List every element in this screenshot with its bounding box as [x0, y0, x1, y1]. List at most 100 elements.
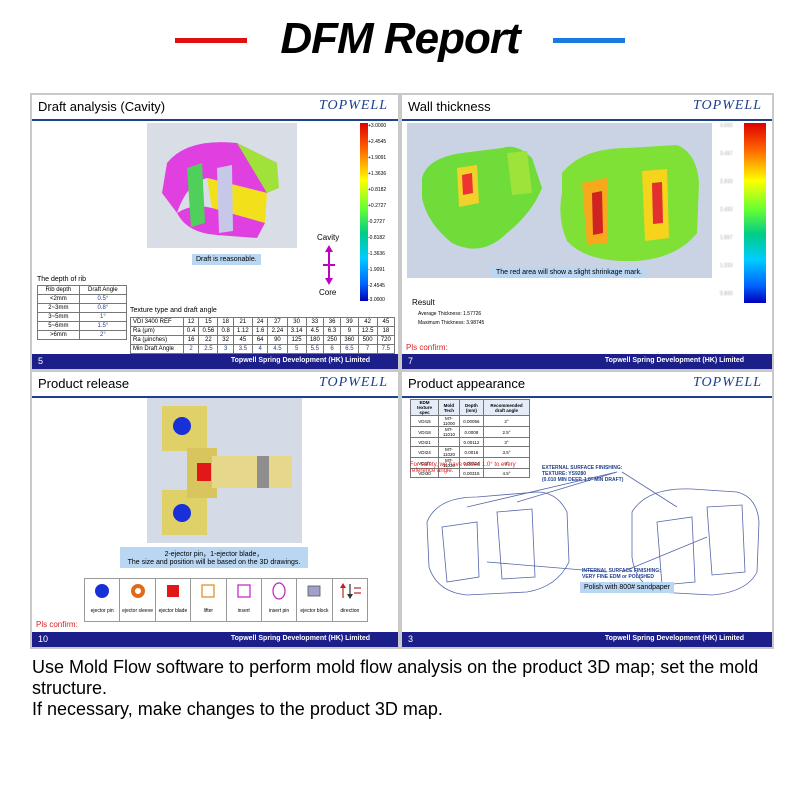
table-cell: 15 — [198, 317, 219, 327]
table-cell: 18 — [217, 317, 234, 327]
table-cell: 500 — [357, 335, 378, 345]
brand-logo: TOPWELL — [319, 375, 388, 390]
maximum-thickness: Maximum Thickness: 3.98745 — [418, 320, 485, 326]
description-line: Use Mold Flow software to perform mold f… — [32, 657, 759, 698]
draft-analysis-model-image — [147, 123, 297, 248]
table-cell: 0.4 — [182, 326, 200, 336]
blue-accent-bar — [553, 38, 625, 43]
legend-insert: insert — [227, 579, 262, 621]
thickness-color-scale — [744, 123, 766, 303]
table-cell: 3° — [483, 437, 530, 447]
table-cell: 2.5 — [198, 344, 219, 354]
table-cell: MT-11000 — [438, 415, 460, 427]
scale-value: 2.933 — [720, 179, 733, 185]
table-row: VDI24 MT-11020 0.0016 3.5° — [409, 446, 530, 458]
slide-header: Product release TOPWELL — [32, 372, 398, 398]
table-row: VDI 3400 REF 12 15 18 21 24 27 30 33 36 39 42 45 — [130, 317, 396, 327]
ejector-pin-icon — [95, 584, 110, 598]
table-cell: 64 — [251, 335, 269, 345]
table-header: Recommended draft angle — [483, 399, 530, 416]
table-cell: 9 — [340, 326, 359, 336]
edm-texture-table: EDM texture spec Mold Tech Depth (mm) Recom… — [409, 399, 530, 478]
table-cell: 360 — [340, 335, 359, 345]
slide-product-release: Product release TOPWELL 2-ejector pin，1-… — [32, 372, 398, 647]
ejector-sleeve-icon — [130, 584, 145, 598]
table-cell: 2.5° — [483, 426, 530, 438]
scale-value: +3.0000 — [368, 123, 387, 129]
finish-text: INTERNAL SURFACE FINISHING: — [582, 568, 661, 574]
table-cell: 0.00315 — [458, 468, 485, 478]
slide-number: 3 — [408, 634, 414, 644]
slide-footer: 3 Topwell Spring Development (HK) Limite… — [402, 632, 772, 647]
table-cell: VDI24 — [409, 446, 440, 458]
table-cell: 1° — [78, 312, 128, 322]
slide-header: Product appearance TOPWELL — [402, 372, 772, 398]
table-cell: 4.5 — [267, 344, 288, 354]
table-cell: 1.12 — [232, 326, 253, 336]
table-cell: 125 — [286, 335, 307, 345]
table-cell: >6mm — [37, 330, 80, 340]
table-cell: <2mm — [37, 294, 80, 304]
finish-text: EXTERNAL SURFACE FINISHING: — [542, 465, 623, 471]
legend-label: ejector blade — [158, 608, 188, 614]
company-name: Topwell Spring Development (HK) Limited — [604, 635, 744, 642]
table-cell: 2° — [78, 330, 128, 340]
brand-logo: TOPWELL — [319, 98, 388, 113]
table-cell: 24 — [251, 317, 269, 327]
slide-footer: 10 Topwell Spring Development (HK) Limit… — [32, 632, 398, 647]
slide-header: Wall thickness TOPWELL — [402, 95, 772, 121]
table-cell: VDI15 — [409, 415, 440, 427]
slide-number: 7 — [408, 356, 414, 366]
table-cell: Ra (μm) — [130, 326, 184, 336]
legend-ejector-block: ejector block — [297, 579, 333, 621]
table-cell: 3.5° — [483, 446, 530, 458]
table-cell: 1.6 — [251, 326, 269, 336]
table-cell: 45 — [232, 335, 253, 345]
direction-arrows-icon — [339, 583, 361, 599]
table-cell: 250 — [322, 335, 342, 345]
ejector-blade-icon — [166, 585, 179, 597]
legend-direction: direction — [333, 579, 367, 621]
table-cell: 3 — [217, 344, 234, 354]
scale-value: 2.400 — [720, 207, 733, 213]
table-cell: 18 — [376, 326, 396, 336]
scale-value: +2.4545 — [368, 139, 387, 145]
table-cell: 33 — [305, 317, 324, 327]
lifter-icon — [201, 584, 215, 598]
table-cell: 4.5 — [305, 326, 324, 336]
table-cell: 16 — [182, 335, 200, 345]
table-header: EDM texture spec — [409, 399, 440, 416]
slide-title: Product release — [38, 376, 130, 391]
scale-value: +1.9091 — [368, 155, 387, 161]
table-cell: 0.5° — [78, 294, 128, 304]
scale-value: 4.000 — [720, 123, 733, 129]
ejector-note-line: 2-ejector pin，1-ejector blade， — [164, 551, 264, 558]
table-cell: 21 — [232, 317, 253, 327]
table-row: Min Draft Angle 2 2.5 3 3.5 4 4.5 5 5.5 6 6.5 7 7.5 — [130, 344, 396, 354]
table-cell: VDI18 — [409, 426, 440, 438]
legend-insert-pin: insert pin — [262, 579, 298, 621]
scale-value: -1.9091 — [368, 267, 385, 273]
table-cell: 5.5 — [305, 344, 324, 354]
legend-ejector-blade: ejector blade — [156, 579, 192, 621]
ejector-legend: ejector pin ejector sleeve ejector blade… — [84, 578, 368, 622]
core-label: Core — [319, 288, 337, 297]
table-cell: 6.5 — [340, 344, 359, 354]
scale-value: 3.467 — [720, 151, 733, 157]
table-cell: 4 — [251, 344, 269, 354]
slide-number: 10 — [38, 634, 49, 644]
table-row: Ra (μm) 0.4 0.56 0.8 1.12 1.6 2.24 3.14 4.5 6.3 9 1… — [130, 326, 396, 336]
table-cell: 0.8° — [78, 303, 128, 313]
table-row: VDI21 0.00112 3° — [409, 437, 530, 447]
company-name: Topwell Spring Development (HK) Limited — [604, 357, 744, 364]
table-cell: 720 — [376, 335, 396, 345]
draft-scale-labels: +3.0000 +2.4545 +1.9091 +1.3636 +0.8182 … — [368, 123, 398, 303]
table-cell: 27 — [267, 317, 288, 327]
scale-value: 0.800 — [720, 291, 733, 297]
slide-footer: 7 Topwell Spring Development (HK) Limite… — [402, 354, 772, 369]
table-cell: 45 — [376, 317, 396, 327]
finish-text: (0.010 MIN DEEP, 1.0° MIN DRAFT) — [542, 477, 624, 483]
slide-header: Draft analysis (Cavity) TOPWELL — [32, 95, 398, 121]
draft-color-scale — [360, 123, 368, 301]
legend-label: insert pin — [268, 608, 290, 614]
